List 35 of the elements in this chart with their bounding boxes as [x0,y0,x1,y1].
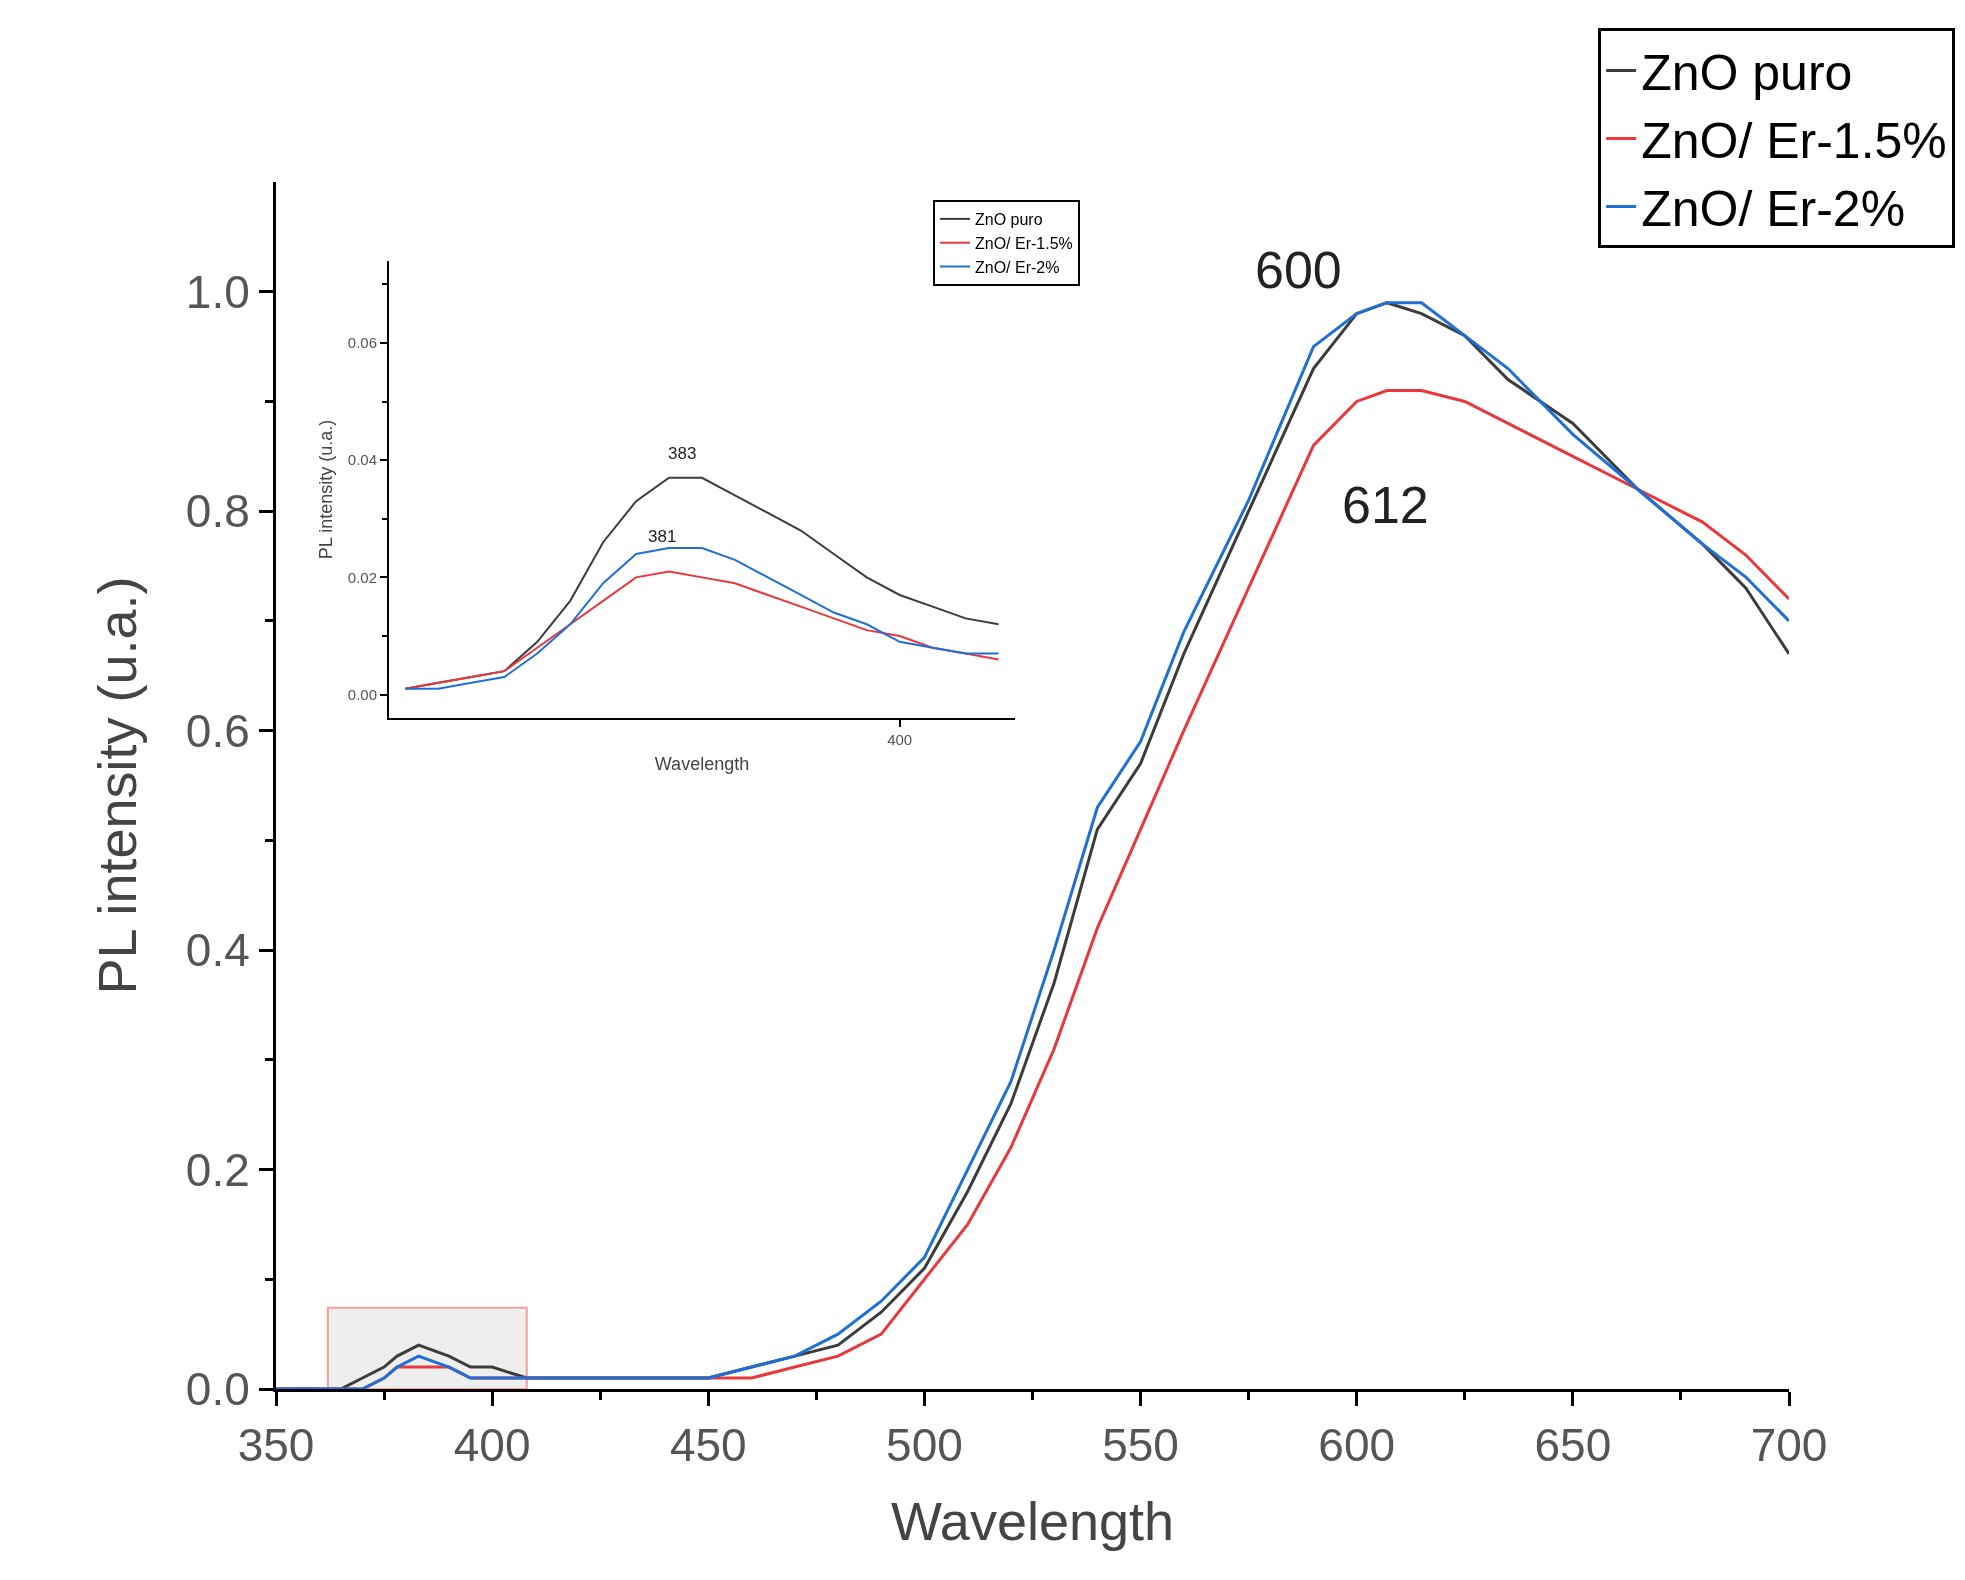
x-tick-label: 400 [887,731,913,748]
y-tick-label: 0.8 [185,485,250,538]
x-axis-title: Wavelength [654,754,750,775]
y-tick-label: 0.06 [347,334,377,352]
y-tick-label: 0.00 [347,685,377,703]
legend-label: ZnO puro [975,211,1043,229]
x-axis-title: Wavelength [890,1490,1175,1551]
annotation: 612 [1342,476,1429,534]
x-tick-label: 400 [453,1419,531,1472]
legend-label: ZnO puro [1641,44,1853,101]
y-tick-label: 1.0 [185,265,250,318]
legend-label: ZnO/ Er-2% [1641,180,1906,237]
y-tick-label: 0.2 [185,1143,250,1196]
y-axis-title: PL intensity (u.a.) [315,419,336,560]
y-tick-label: 0.6 [185,704,250,757]
line-series [404,570,1000,690]
annotation: 383 [668,444,697,463]
x-tick-label: 600 [1318,1419,1396,1472]
x-tick-label: 550 [1102,1419,1179,1472]
x-tick-label: 650 [1534,1419,1612,1472]
y-tick-label: 0.04 [347,451,377,469]
y-tick-label: 0.4 [185,924,250,977]
y-tick-label: 0.02 [347,568,377,586]
y-axis-title: PL intensity (u.a.) [87,576,148,995]
legend-label: ZnO/ Er-1.5% [975,234,1073,252]
y-tick-label: 0.0 [185,1363,250,1416]
line-series [404,547,1000,690]
x-tick-label: 350 [237,1419,315,1472]
legend-label: ZnO/ Er-2% [975,258,1060,276]
x-tick-label: 500 [886,1419,963,1472]
x-tick-label: 700 [1750,1419,1828,1472]
annotation: 381 [648,527,677,546]
annotation: 600 [1255,241,1342,299]
x-tick-label: 450 [669,1419,747,1472]
legend-label: ZnO/ Er-1.5% [1641,112,1947,169]
